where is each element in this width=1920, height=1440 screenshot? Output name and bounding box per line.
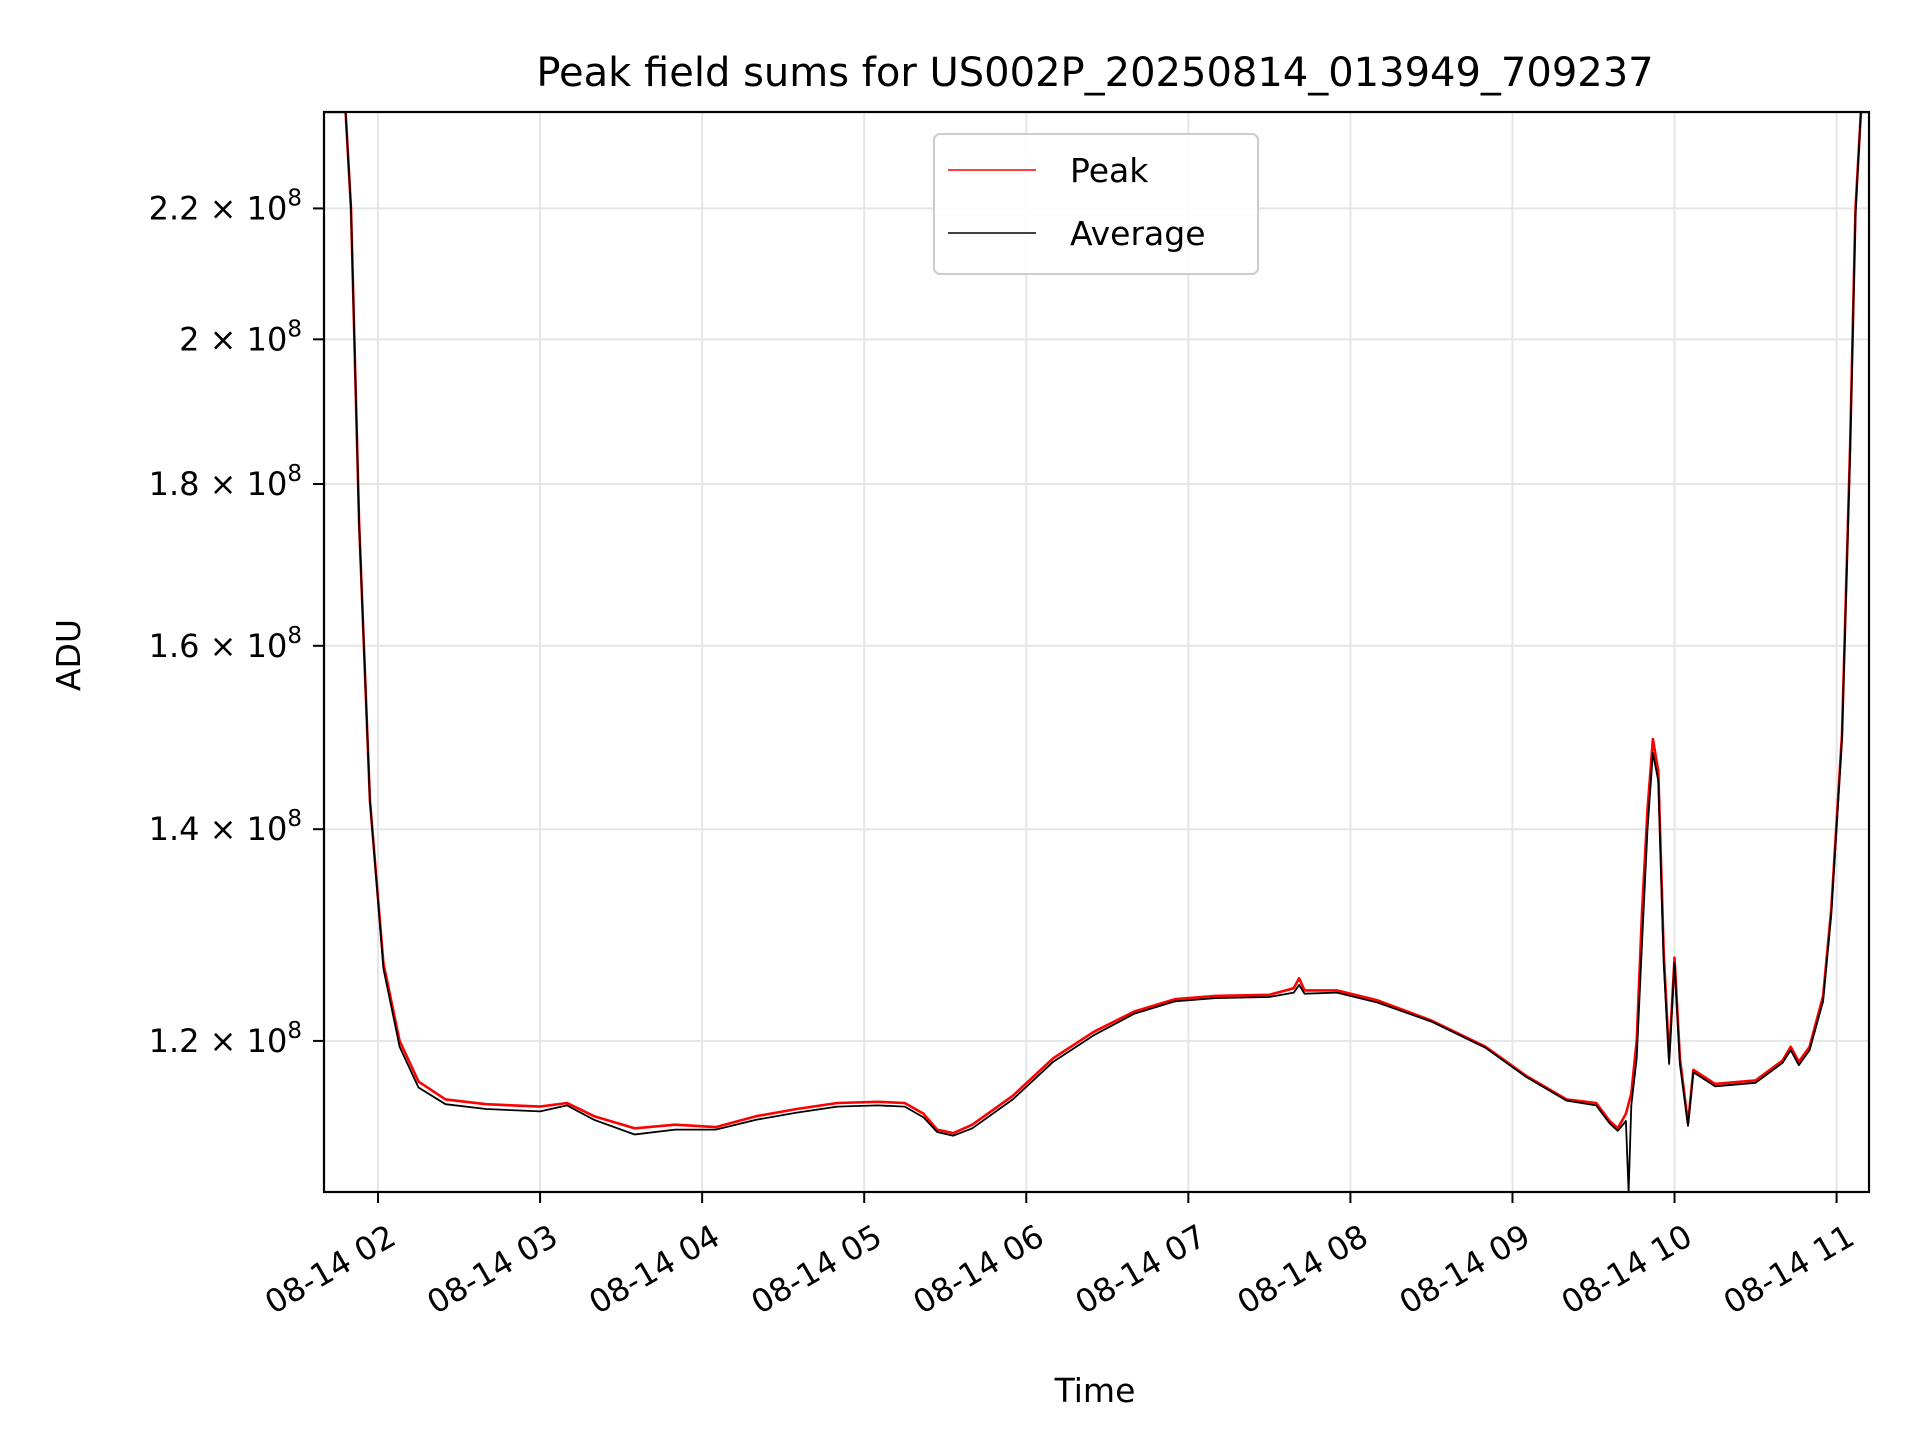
y-axis-ticks: 1.2 × 108 1.4 × 108 1.6 × 108 1.8 × 108 2 × … [149, 185, 324, 1060]
series-line-average [324, 112, 1869, 1192]
gridlines [324, 112, 1869, 1192]
legend-label-average: Average [1070, 214, 1206, 253]
y-tick-label: 1.6 × 108 [149, 623, 302, 665]
plot-frame [322, 110, 1871, 1194]
series-line-peak [324, 112, 1869, 1135]
y-tick-label: 1.4 × 108 [149, 806, 302, 848]
y-tick-label: 2 × 108 [179, 316, 302, 358]
legend-label-peak: Peak [1070, 151, 1149, 190]
y-axis-label: ADU [49, 619, 88, 691]
chart-title: Peak field sums for US002P_20250814_0139… [536, 50, 1653, 96]
legend-box [933, 133, 1259, 275]
x-axis-label: Time [1054, 1371, 1136, 1410]
y-tick-label: 1.8 × 108 [149, 461, 302, 503]
y-tick-label: 2.2 × 108 [149, 185, 302, 227]
series-layer [324, 112, 1869, 1192]
legend: Peak Average [933, 133, 1259, 275]
y-tick-label: 1.2 × 108 [149, 1018, 302, 1060]
